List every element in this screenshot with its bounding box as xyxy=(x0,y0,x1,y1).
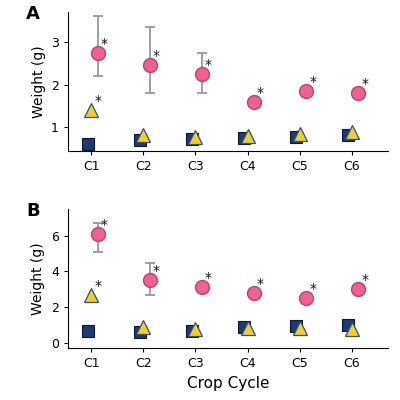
Text: *: * xyxy=(205,272,212,286)
Y-axis label: Weight (g): Weight (g) xyxy=(32,45,46,118)
Text: *: * xyxy=(101,218,108,232)
Text: *: * xyxy=(257,277,264,291)
Text: *: * xyxy=(309,282,316,296)
Text: *: * xyxy=(101,36,108,50)
Text: *: * xyxy=(309,75,316,89)
Text: B: B xyxy=(26,202,40,220)
Text: *: * xyxy=(361,77,368,91)
Text: *: * xyxy=(95,278,102,292)
Text: *: * xyxy=(205,58,212,72)
Text: A: A xyxy=(26,5,40,23)
Text: *: * xyxy=(361,273,368,287)
Text: *: * xyxy=(95,94,102,108)
Text: *: * xyxy=(257,86,264,100)
Text: *: * xyxy=(153,264,160,278)
X-axis label: Crop Cycle: Crop Cycle xyxy=(187,376,269,390)
Text: *: * xyxy=(153,49,160,63)
Y-axis label: Weight (g): Weight (g) xyxy=(32,242,46,315)
